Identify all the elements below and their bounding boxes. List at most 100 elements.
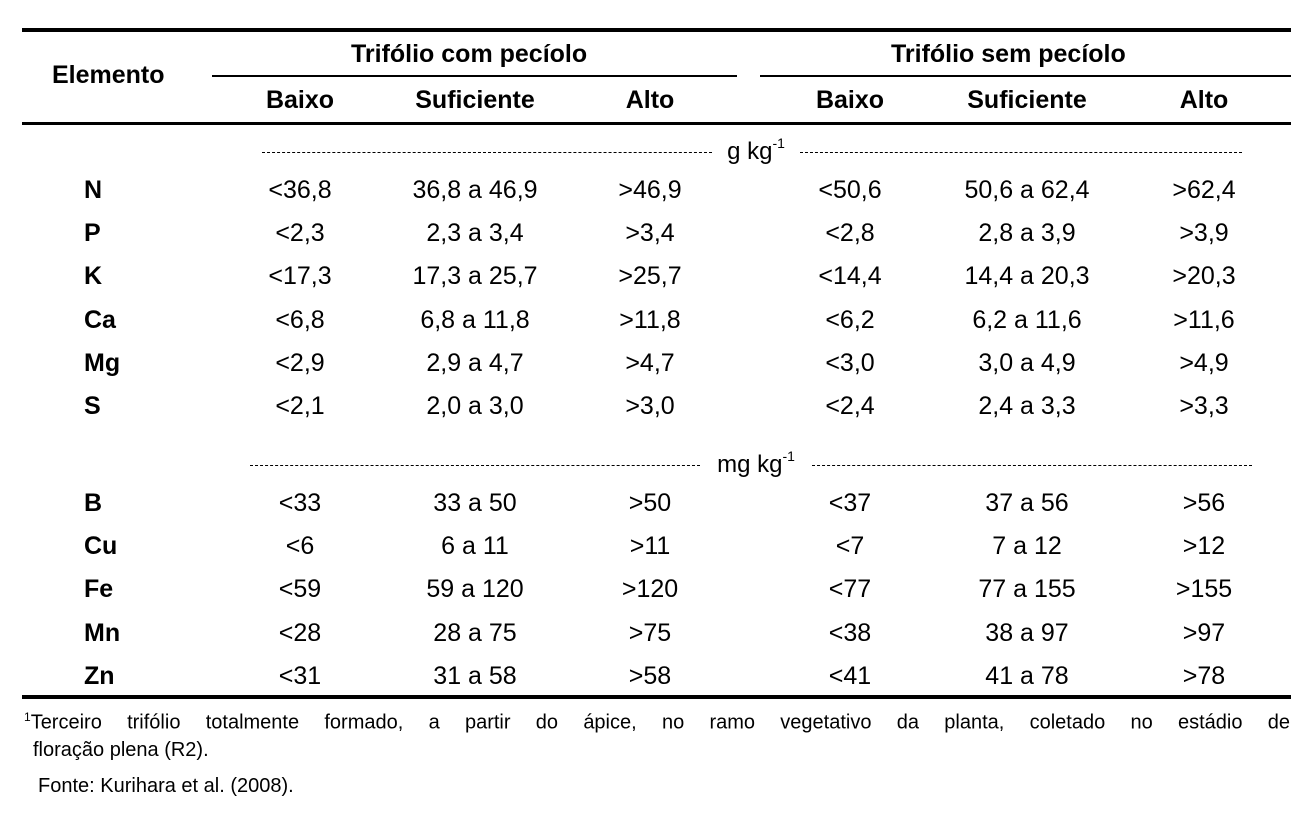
table-cell: <17,3: [268, 262, 332, 291]
element-header: Elemento: [52, 61, 165, 89]
element-name: P: [84, 219, 101, 248]
table-cell: >97: [1182, 618, 1226, 647]
table-cell: 50,6 a 62,4: [964, 176, 1090, 204]
unit-dash-left-g: [262, 152, 712, 153]
table-cell: <2,1: [275, 392, 325, 420]
table-cell: <6: [285, 532, 315, 561]
unit-exponent: -1: [772, 135, 785, 151]
table-cell: >3,3: [1179, 392, 1229, 420]
table-cell: >4,9: [1179, 348, 1229, 377]
table-cell: 2,8 a 3,9: [978, 219, 1076, 248]
table-cell: <2,3: [275, 219, 325, 248]
element-name: Cu: [84, 532, 118, 561]
subheader-com-0: Baixo: [265, 86, 335, 114]
footnote-marker: 1: [24, 710, 31, 724]
table-cell: >4,7: [625, 348, 675, 377]
table-cell: >11,8: [619, 305, 681, 334]
table-cell: >50: [628, 489, 672, 517]
table-cell: 33 a 50: [433, 489, 517, 517]
table-cell: <14,4: [818, 262, 882, 291]
table-cell: 2,4 a 3,3: [978, 392, 1076, 420]
subheader-sem-0: Baixo: [815, 86, 885, 114]
element-name: Ca: [84, 305, 116, 334]
table-cell: <2,8: [825, 219, 875, 248]
table-cell: >3,4: [625, 219, 675, 248]
table-cell: <38: [828, 618, 872, 647]
table-cell: <6,2: [825, 305, 875, 334]
table-cell: <37: [828, 489, 872, 517]
subheader-sem-1: Suficiente: [967, 86, 1087, 114]
table-cell: 38 a 97: [985, 618, 1069, 647]
table-cell: 28 a 75: [433, 618, 517, 647]
group-rule-sem-peciolo: [760, 75, 1291, 77]
table-cell: <2,4: [825, 392, 875, 420]
footnote-text: Terceiro trifólio totalmente formado, a …: [30, 711, 1290, 734]
table-cell: <3,0: [825, 348, 875, 377]
unit-text: mg kg: [717, 451, 783, 478]
table-cell: <7: [835, 532, 865, 561]
subheader-com-2: Alto: [625, 86, 675, 114]
table-cell: <6,8: [275, 305, 325, 334]
table-cell: <59: [278, 575, 322, 604]
table-cell: 31 a 58: [433, 661, 517, 690]
table-cell: >56: [1182, 489, 1226, 517]
table-cell: >11: [629, 532, 671, 561]
table-cell: 77 a 155: [978, 575, 1076, 604]
table-cell: >75: [628, 618, 672, 647]
table-cell: >155: [1175, 575, 1233, 604]
table-cell: 36,8 a 46,9: [412, 176, 538, 204]
table-cell: <2,9: [275, 348, 325, 377]
table-cell: 59 a 120: [426, 575, 524, 604]
table-cell: >78: [1182, 661, 1226, 690]
table-cell: >46,9: [618, 176, 682, 204]
unit-exponent: -1: [782, 448, 795, 464]
element-name: Fe: [84, 575, 114, 604]
table-cell: 2,3 a 3,4: [426, 219, 524, 248]
table-cell: 41 a 78: [985, 661, 1069, 690]
element-name: S: [84, 392, 101, 420]
table-cell: >12: [1182, 532, 1226, 561]
table-top-rule: [22, 28, 1291, 32]
header-bottom-rule: [22, 122, 1291, 125]
table-bottom-rule: [22, 695, 1291, 699]
element-name: Mg: [84, 348, 121, 377]
table-cell: >58: [628, 661, 672, 690]
element-name: B: [84, 489, 103, 517]
table-cell: >20,3: [1172, 262, 1236, 291]
table-cell: 2,9 a 4,7: [426, 348, 524, 377]
table-cell: 17,3 a 25,7: [412, 262, 538, 291]
table-cell: 6,2 a 11,6: [972, 305, 1082, 334]
table-cell: >3,0: [625, 392, 675, 420]
subheader-sem-2: Alto: [1179, 86, 1229, 114]
footnote-line-2: floração plena (R2).: [33, 739, 209, 761]
unit-dash-right-mg: [812, 465, 1252, 466]
table-cell: 3,0 a 4,9: [978, 348, 1076, 377]
element-name: N: [84, 176, 103, 204]
table-cell: >120: [621, 575, 679, 604]
table-cell: >11,6: [1173, 305, 1235, 334]
table-cell: >62,4: [1172, 176, 1236, 204]
unit-dash-left-mg: [250, 465, 700, 466]
table-cell: >25,7: [618, 262, 682, 291]
table-cell: 6 a 11: [441, 532, 509, 561]
footnote-source: Fonte: Kurihara et al. (2008).: [38, 775, 294, 797]
unit-label-g: g kg-1: [727, 135, 785, 164]
group-header-com-peciolo: Trifólio com pecíolo: [351, 40, 588, 68]
table-cell: 37 a 56: [985, 489, 1069, 517]
table-cell: <41: [828, 661, 872, 690]
table-cell: <50,6: [818, 176, 882, 204]
table-cell: <31: [278, 661, 322, 690]
table-cell: <36,8: [268, 176, 332, 204]
group-rule-com-peciolo: [212, 75, 737, 77]
table-cell: 2,0 a 3,0: [426, 392, 524, 420]
element-name: Mn: [84, 618, 121, 647]
footnote-line-1: 1Terceiro trifólio totalmente formado, a…: [24, 710, 1290, 735]
unit-label-mg: mg kg-1: [717, 448, 795, 478]
element-name: K: [84, 262, 103, 291]
table-cell: 7 a 12: [992, 532, 1062, 561]
table-cell: 14,4 a 20,3: [964, 262, 1090, 291]
table-cell: <28: [278, 618, 322, 647]
table-cell: <33: [278, 489, 322, 517]
table-cell: >3,9: [1179, 219, 1229, 248]
unit-dash-right-g: [800, 152, 1242, 153]
